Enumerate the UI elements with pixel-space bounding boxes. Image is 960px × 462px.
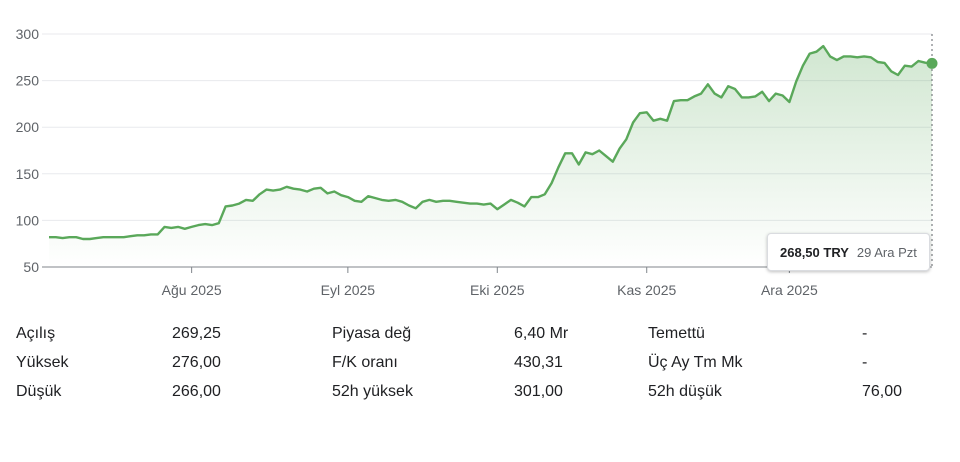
stat-value-dividend: - bbox=[862, 325, 868, 342]
stat-label-52w-high: 52h yüksek bbox=[332, 383, 413, 400]
stat-value-quarterly-dividend: - bbox=[862, 354, 868, 371]
y-tick-label: 150 bbox=[16, 166, 40, 182]
stat-label-dividend: Temettü bbox=[648, 325, 705, 342]
last-price-dot[interactable] bbox=[926, 57, 938, 69]
x-axis-ticks: Ağu 2025 Eyl 2025 Eki 2025 Kas 2025 Ara 2025 bbox=[162, 267, 818, 298]
tooltip-date: 29 Ara Pzt bbox=[856, 244, 917, 260]
y-tick-label: 50 bbox=[23, 259, 39, 275]
tooltip-price: 268,50 TRY bbox=[780, 244, 849, 260]
stat-label-low: Düşük bbox=[16, 383, 62, 400]
stats-row: Düşük 266,00 52h yüksek 301,00 52h düşük… bbox=[16, 383, 946, 405]
price-chart[interactable]: 50 100 150 200 250 300 Ağu 2025 Eyl 2025 Eki 20… bbox=[0, 0, 960, 300]
stat-label-market-cap: Piyasa değ bbox=[332, 325, 412, 342]
price-line bbox=[49, 44, 933, 241]
stats-row: Açılış 269,25 Piyasa değ 6,40 Mr Temettü… bbox=[16, 325, 946, 347]
y-axis-ticks: 50 100 150 200 250 300 bbox=[16, 26, 40, 275]
x-tick-label: Ağu 2025 bbox=[162, 282, 222, 298]
stat-value-market-cap: 6,40 Mr bbox=[514, 325, 569, 342]
y-tick-label: 250 bbox=[16, 73, 40, 89]
stat-value-open: 269,25 bbox=[172, 325, 221, 342]
y-tick-label: 100 bbox=[16, 212, 40, 228]
x-tick-label: Eyl 2025 bbox=[321, 282, 376, 298]
stat-value-52w-low: 76,00 bbox=[862, 383, 903, 400]
stat-value-low: 266,00 bbox=[172, 383, 221, 400]
x-tick-label: Eki 2025 bbox=[470, 282, 525, 298]
stat-label-open: Açılış bbox=[16, 325, 56, 342]
price-area-fill bbox=[49, 46, 932, 267]
y-tick-label: 300 bbox=[16, 26, 40, 42]
x-tick-label: Ara 2025 bbox=[761, 282, 818, 298]
stat-value-pe-ratio: 430,31 bbox=[514, 354, 563, 371]
price-tooltip: 268,50 TRY 29 Ara Pzt bbox=[767, 233, 930, 271]
stat-label-high: Yüksek bbox=[16, 354, 69, 371]
stat-label-quarterly-dividend: Üç Ay Tm Mk bbox=[648, 354, 743, 371]
y-tick-label: 200 bbox=[16, 119, 40, 135]
stat-label-pe-ratio: F/K oranı bbox=[332, 354, 398, 371]
x-tick-label: Kas 2025 bbox=[617, 282, 676, 298]
stat-value-52w-high: 301,00 bbox=[514, 383, 563, 400]
stat-value-high: 276,00 bbox=[172, 354, 221, 371]
stat-label-52w-low: 52h düşük bbox=[648, 383, 722, 400]
stats-row: Yüksek 276,00 F/K oranı 430,31 Üç Ay Tm … bbox=[16, 354, 946, 376]
